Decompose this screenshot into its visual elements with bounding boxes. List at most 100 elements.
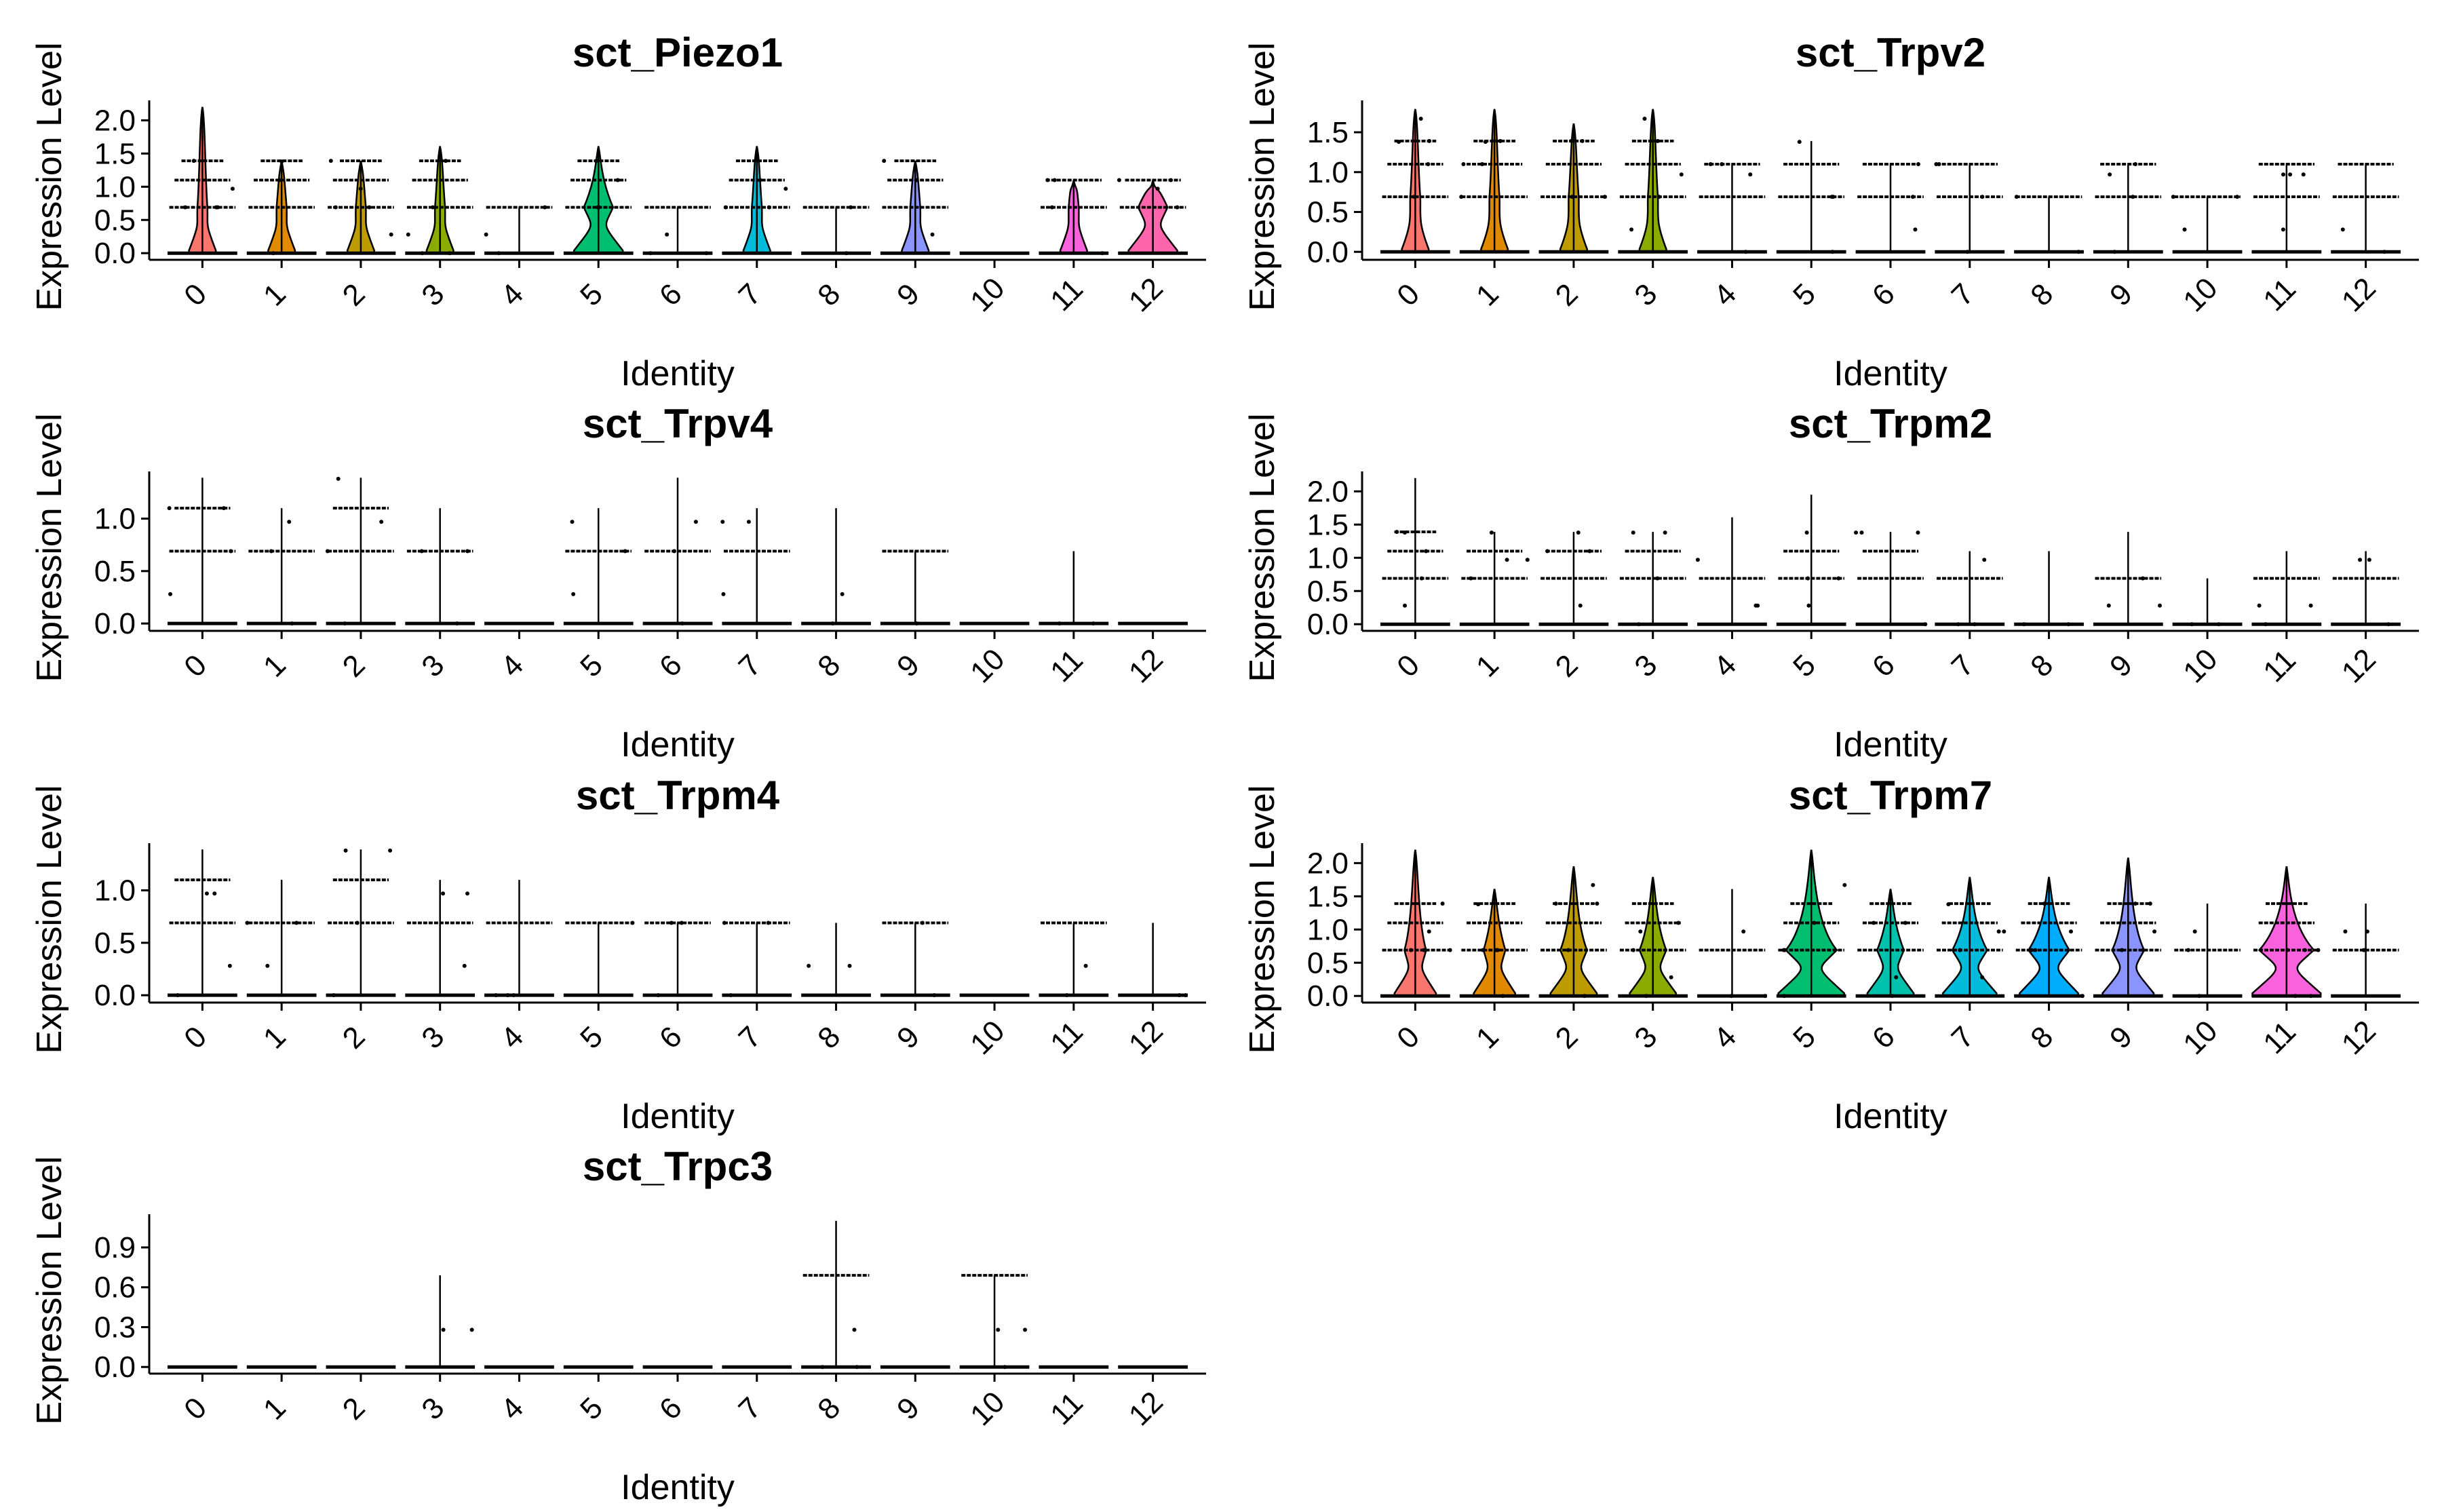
jitter-point [1395,530,1399,535]
jitter-point [1695,558,1700,562]
violin-cluster-11 [1039,921,1109,998]
jitter-point [571,592,576,596]
violin-cluster-2 [326,848,396,998]
jitter-point [1481,948,1486,952]
jitter-point [722,920,726,925]
jitter-point [2066,622,2071,627]
x-tick-label: 7 [733,1391,768,1427]
jitter-point [1505,558,1509,562]
y-axis-label: Expression Level [30,414,69,682]
jitter-point [693,520,698,524]
x-tick-label: 9 [891,1020,926,1055]
jitter-point [1595,902,1600,906]
x-tick-label: 12 [2336,1014,2382,1061]
jitter-point [2108,172,2112,177]
y-tick-label: 0.0 [1307,980,1349,1013]
y-axis-label: Expression Level [1243,786,1282,1054]
y-tick-label: 0.0 [94,1351,136,1384]
violin-cluster-10 [2172,578,2243,627]
x-tick-label: 2 [1549,277,1585,313]
x-tick-label: 6 [653,277,689,313]
x-tick-label: 1 [257,1391,292,1427]
x-tick-label: 10 [964,642,1011,689]
violin-cluster-9 [2093,162,2163,254]
jitter-point [465,891,470,896]
jitter-point [1743,250,1748,254]
panel-6: sct_Trpc3 Expression Level Identity 0.0 0.3 0… [30,1144,1206,1507]
x-axis-label: Identity [1834,1097,1947,1136]
jitter-point [494,993,499,998]
jitter-point [543,205,547,210]
jitter-point [465,549,470,554]
jitter-point [1996,929,2001,934]
x-tick-label: 8 [811,277,847,313]
jitter-point [1057,621,1062,626]
jitter-point [1663,530,1667,535]
x-tick-label: 6 [1866,277,1901,313]
jitter-point [469,1327,474,1332]
jitter-point [920,920,925,925]
jitter-point [1427,929,1431,934]
violin-cluster-3 [1618,876,1688,999]
x-tick-label: 2 [336,1020,372,1055]
jitter-point [2217,622,2222,627]
jitter-point [1587,549,1592,554]
x-tick-label: 2 [336,648,372,684]
jitter-point [2120,948,2125,952]
violin-cluster-6 [1854,530,1928,627]
jitter-point [2361,948,2366,952]
jitter-point [1100,251,1104,256]
jitter-point [1566,948,1570,952]
violin-cluster-7 [722,146,792,255]
y-tick-label: 1.0 [1307,541,1349,575]
violin-cluster-6 [642,920,713,998]
panel-1: sct_Trpv2 Expression Level Identity 0.0 0.5 1… [1243,30,2419,393]
y-tick-label: 0.0 [94,237,136,270]
jitter-point [1500,994,1505,999]
jitter-point [2365,929,2369,934]
x-tick-label: 12 [2336,271,2382,318]
jitter-point [1169,178,1174,182]
jitter-point [855,1365,859,1370]
jitter-point [2367,558,2371,562]
jitter-point [1763,994,1768,999]
x-tick-label: 7 [1945,1020,1981,1055]
x-tick-label: 10 [2177,642,2224,689]
violin-cluster-3 [405,508,476,626]
jitter-point [720,520,725,524]
x-tick-label: 4 [1707,1020,1743,1055]
x-tick-label: 9 [891,648,926,684]
jitter-point [2358,558,2363,562]
violin-cluster-7 [722,920,792,998]
jitter-point [849,205,853,210]
x-tick-label: 8 [2024,1020,2059,1055]
violin-cluster-6 [642,478,713,626]
jitter-point [1049,205,1054,210]
jitter-point [1525,558,1530,562]
jitter-point [1980,195,1985,199]
jitter-point [1570,195,1574,199]
x-tick-label: 1 [1470,277,1505,313]
panel-title: sct_Trpm7 [1789,773,1992,818]
violin-cluster-1 [1459,109,1530,254]
jitter-point [406,232,410,237]
y-tick-label: 0.3 [94,1311,136,1344]
violin-cluster-11 [1039,178,1109,256]
jitter-point [1459,195,1464,199]
jitter-point [1426,162,1431,166]
jitter-point [914,621,919,626]
jitter-point [729,993,733,998]
jitter-point [1859,530,1864,535]
jitter-point [594,159,598,163]
violin-cluster-12 [1118,923,1188,998]
violin-cluster-5 [563,920,635,997]
violin-cluster-6 [642,206,713,256]
jitter-point [1580,138,1585,143]
jitter-point [1052,178,1057,182]
x-tick-label: 5 [1787,1020,1822,1055]
y-tick-label: 1.5 [1307,880,1349,913]
jitter-point [680,621,684,626]
jitter-point [844,251,849,256]
jitter-point [441,891,446,896]
violin-cluster-12 [2331,551,2401,627]
